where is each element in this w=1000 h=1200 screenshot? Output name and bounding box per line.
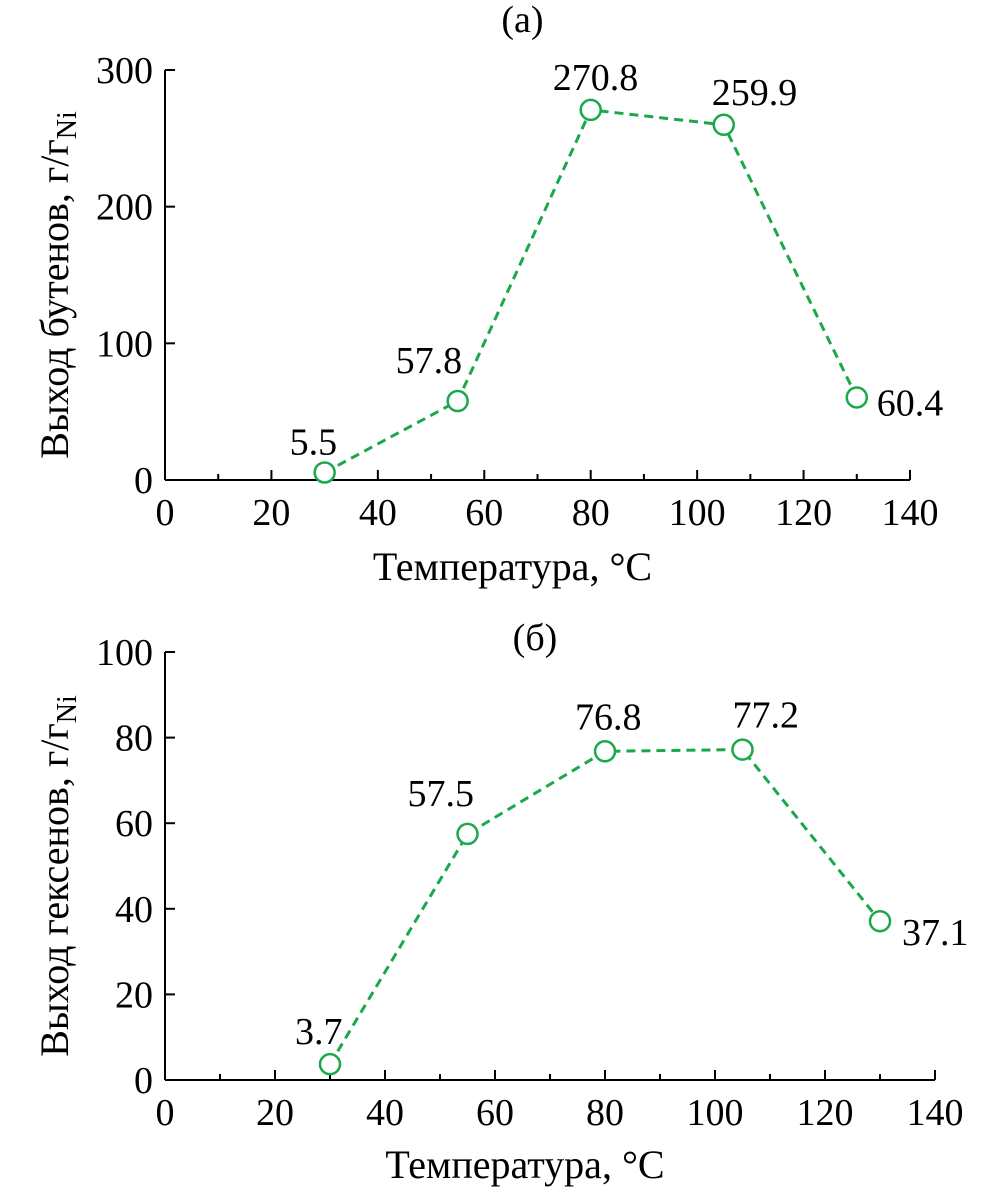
data-point — [845, 386, 869, 409]
x-tick-label: 120 — [797, 1092, 854, 1134]
y-tick-label: 200 — [96, 187, 153, 229]
x-tick-label: 140 — [882, 492, 939, 534]
x-tick-label: 60 — [465, 492, 503, 534]
data-label: 77.2 — [733, 695, 800, 737]
data-point — [712, 113, 735, 137]
data-point — [868, 909, 892, 933]
chart-panel-1: (a) 0 20 40 60 80 100 120 140 0 100 200 300 Температу… — [32, 0, 943, 589]
x-tick-label: 20 — [256, 1092, 294, 1134]
x-tick-label: 60 — [476, 1092, 514, 1134]
panel-title: (a) — [501, 0, 543, 41]
x-axis-title: Температура, °C — [373, 544, 652, 589]
y-axis-title: Выход бутенов, г/гNi — [32, 111, 83, 459]
y-tick-label: 100 — [96, 632, 153, 674]
data-label: 270.8 — [553, 57, 639, 99]
y-axis-title: Выход гексенов, г/гNi — [32, 695, 83, 1057]
data-label: 5.5 — [290, 421, 338, 463]
y-tick-label: 0 — [134, 460, 153, 502]
x-tick-label: 100 — [687, 1092, 744, 1134]
y-tick-label: 40 — [115, 889, 153, 931]
data-point — [446, 389, 469, 413]
series-line — [323, 108, 859, 474]
data-point — [456, 822, 479, 846]
x-tick-label: 0 — [156, 1092, 175, 1134]
chart-panel-2: (б) 0 20 40 60 80 100 120 140 0 20 40 60 80 100 Темпера… — [32, 617, 969, 1187]
data-label: 57.8 — [396, 340, 463, 382]
x-tick-label: 80 — [586, 1092, 624, 1134]
y-tick-label: 0 — [134, 1060, 153, 1102]
x-tick-label: 0 — [156, 492, 175, 534]
x-tick-label: 100 — [669, 492, 726, 534]
data-point — [731, 738, 754, 761]
x-tick-label: 80 — [572, 492, 610, 534]
y-tick-label: 80 — [115, 718, 153, 760]
data-label: 60.4 — [877, 382, 944, 424]
y-tick-label: 100 — [96, 323, 153, 365]
data-point — [318, 1052, 342, 1076]
data-point — [313, 461, 336, 484]
x-axis-title: Температура, °C — [385, 1142, 664, 1187]
data-label: 3.7 — [295, 1011, 343, 1053]
x-tick-label: 140 — [907, 1092, 964, 1134]
data-point — [579, 98, 602, 122]
y-tick-label: 20 — [115, 974, 153, 1016]
y-tick-label: 60 — [115, 803, 153, 845]
data-label: 259.9 — [712, 72, 798, 114]
x-tick-label: 120 — [775, 492, 832, 534]
data-label: 76.8 — [575, 696, 642, 738]
y-tick-label: 300 — [96, 50, 153, 92]
data-label: 57.5 — [408, 773, 475, 815]
x-tick-label: 40 — [359, 492, 397, 534]
data-point — [593, 740, 617, 763]
panel-title: (б) — [513, 617, 558, 659]
x-tick-label: 20 — [252, 492, 290, 534]
x-tick-label: 40 — [366, 1092, 404, 1134]
data-label: 37.1 — [902, 912, 969, 954]
